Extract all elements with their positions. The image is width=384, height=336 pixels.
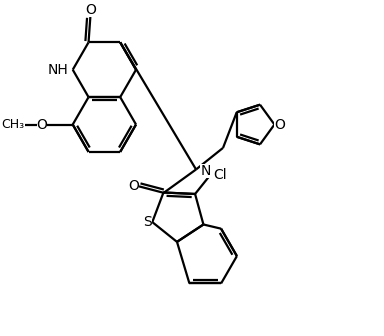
Text: NH: NH [48, 63, 68, 77]
Text: S: S [144, 215, 152, 229]
Text: N: N [200, 164, 211, 178]
Text: Cl: Cl [214, 168, 227, 182]
Text: O: O [85, 3, 96, 17]
Text: O: O [36, 118, 47, 131]
Text: O: O [128, 179, 139, 193]
Text: CH₃: CH₃ [2, 118, 25, 131]
Text: O: O [275, 118, 285, 131]
